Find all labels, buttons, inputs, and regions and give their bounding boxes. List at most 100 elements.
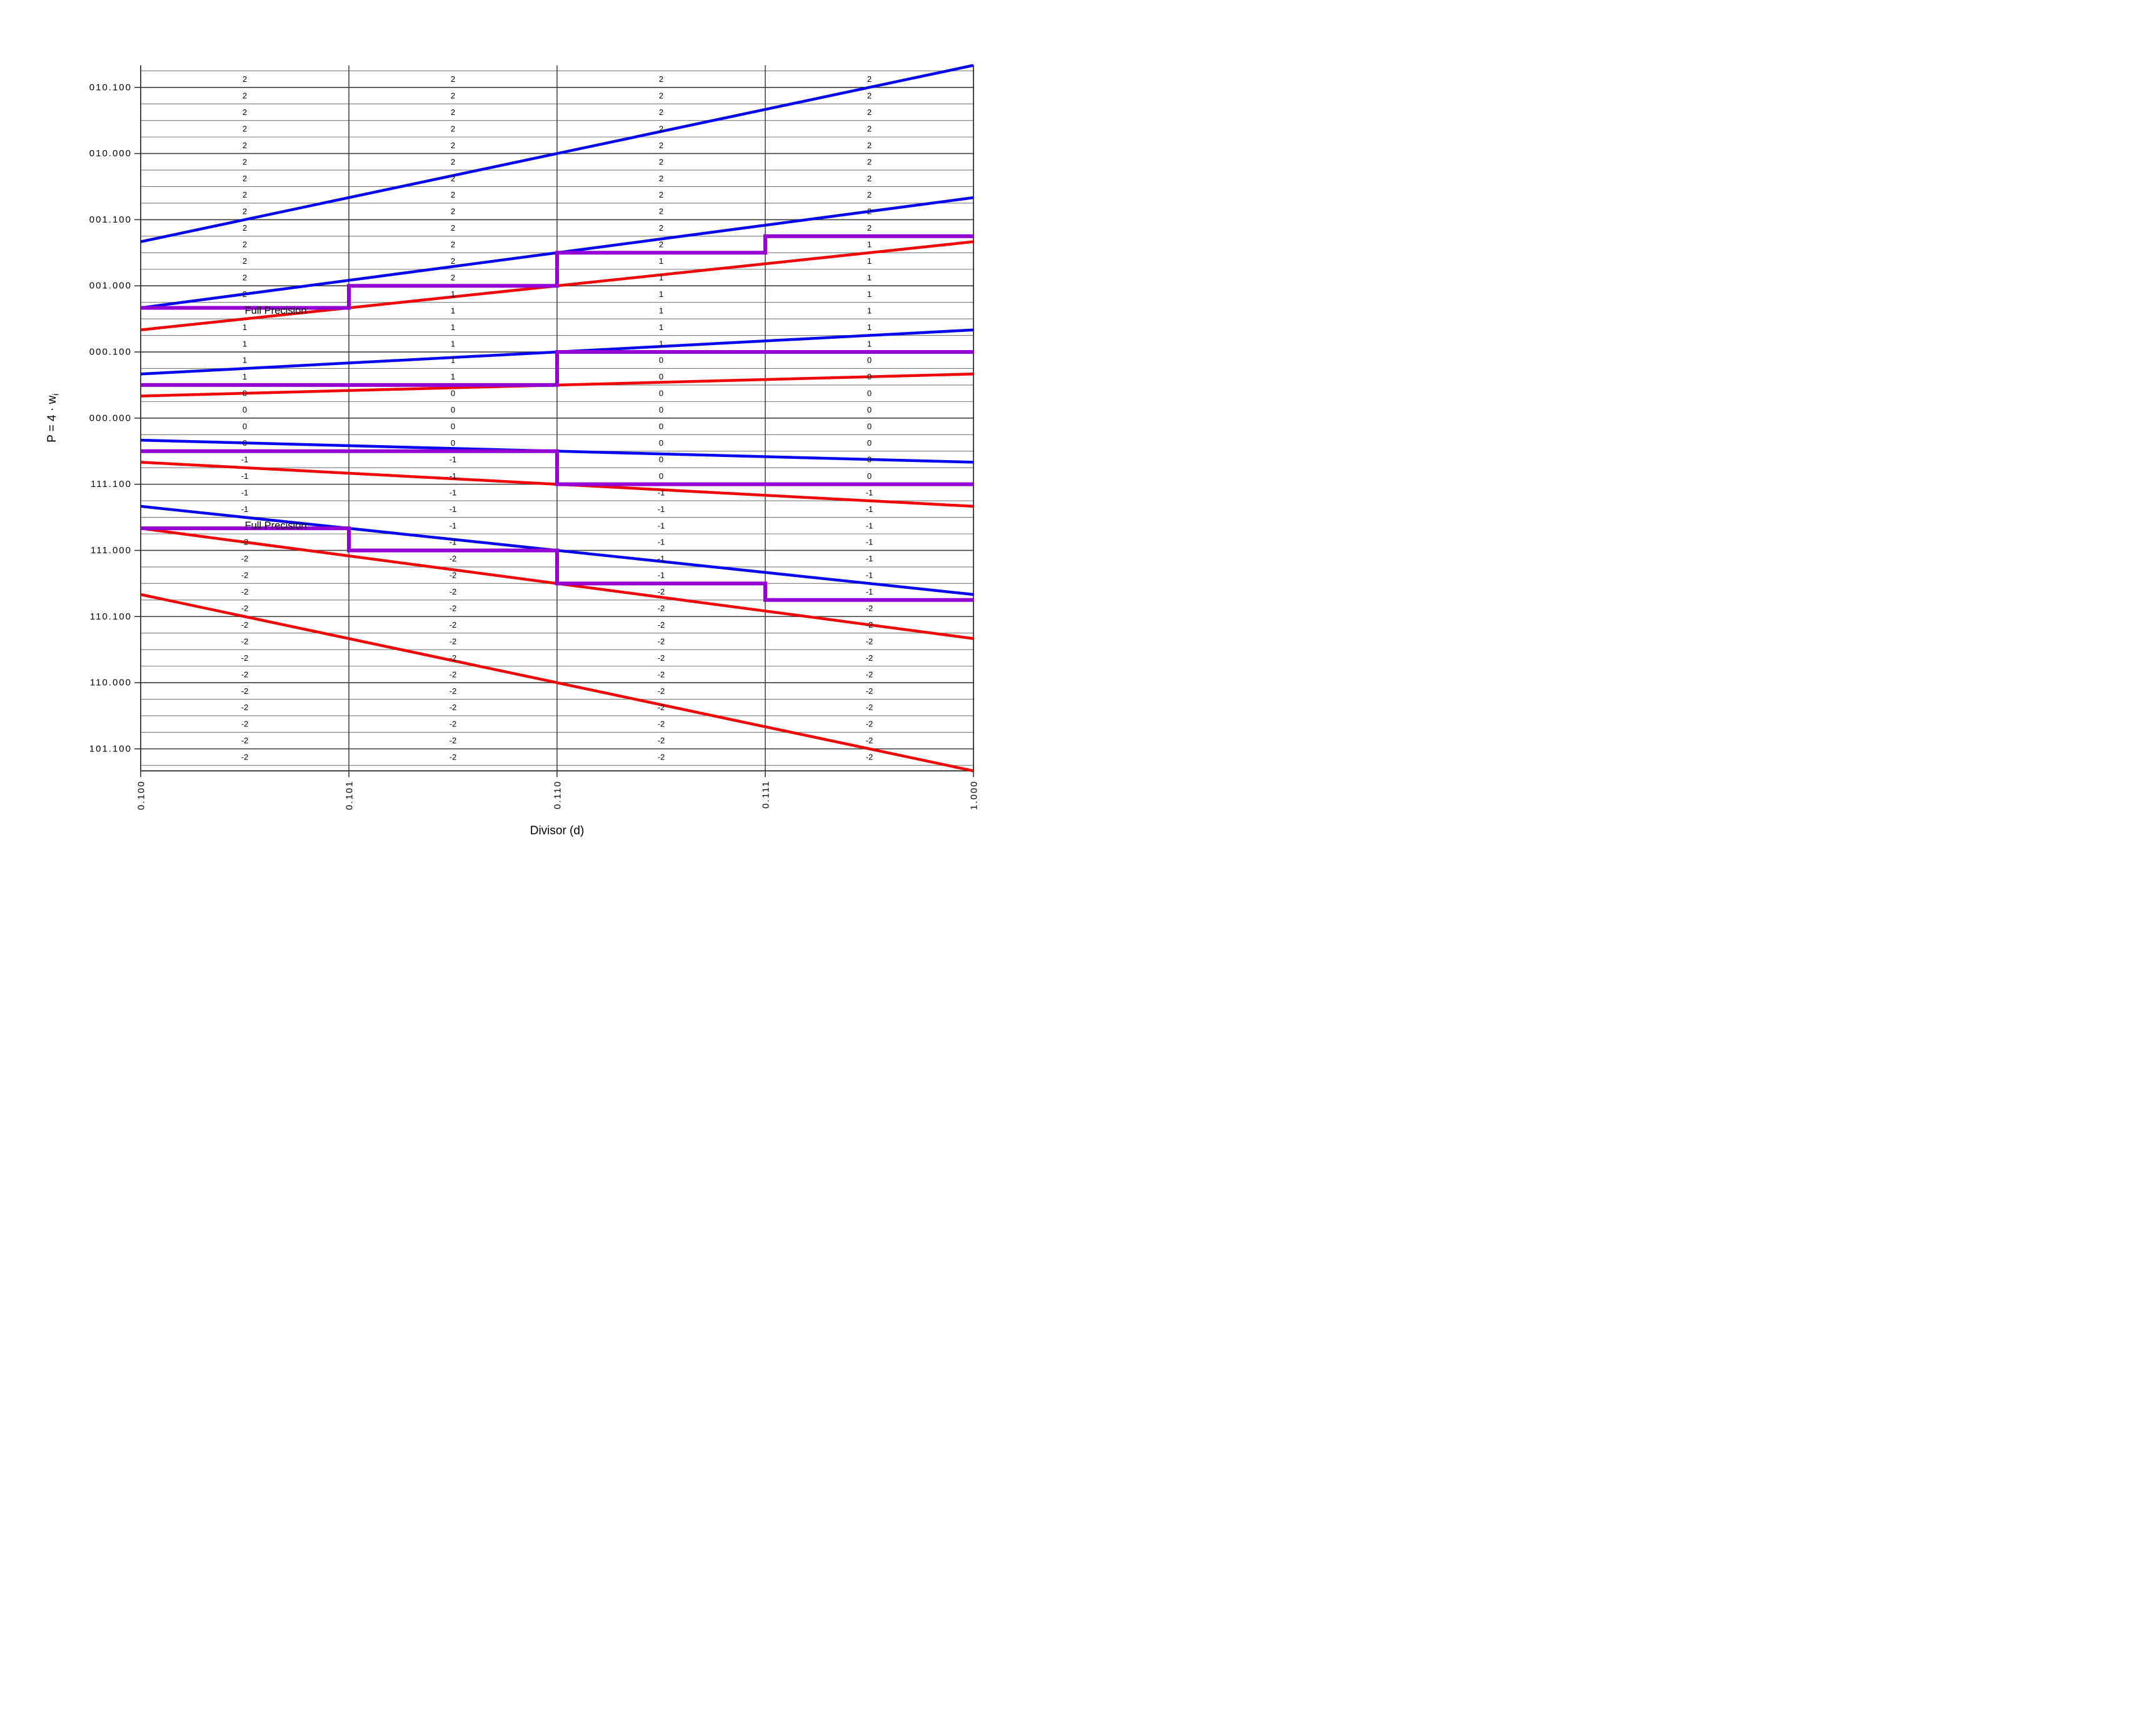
cell-digit: 0: [243, 422, 247, 431]
cell-digit: -1: [866, 538, 873, 547]
cell-digit: 0: [659, 389, 663, 398]
full-precision-annotation: Full Precision: [245, 520, 307, 531]
cell-digit: 0: [243, 438, 247, 448]
cell-digit: -2: [658, 686, 665, 696]
cell-digit: 0: [243, 389, 247, 398]
selection-staircase-0: [141, 234, 973, 310]
cell-digit: 0: [867, 471, 872, 481]
cell-digit: -2: [241, 604, 249, 613]
y-tick-label: 111.000: [91, 545, 132, 556]
cell-digit: -2: [866, 686, 873, 696]
cell-digit: 1: [659, 339, 663, 348]
cell-digit: -2: [658, 720, 665, 729]
cell-digit: 2: [451, 240, 455, 249]
y-tick-label: 001.000: [89, 281, 132, 291]
cell-digit: -2: [241, 753, 249, 762]
x-tick-label: 0.101: [344, 780, 355, 810]
cell-digit: 0: [867, 372, 872, 381]
cell-digit: -2: [241, 636, 249, 646]
cell-digit: -1: [658, 488, 665, 497]
cell-digit: 1: [451, 372, 455, 381]
cell-digit: 0: [867, 356, 872, 365]
cell-digit: 1: [867, 323, 872, 332]
cell-digit: 2: [451, 174, 455, 183]
cell-digit: 2: [867, 141, 872, 150]
cell-digit: 2: [451, 207, 455, 216]
cell-digit: -2: [866, 636, 873, 646]
cell-digit: 1: [451, 356, 455, 365]
cell-digit: -2: [866, 604, 873, 613]
cell-digit: 0: [867, 454, 872, 464]
cell-digit: -1: [658, 504, 665, 514]
cell-digit: 1: [243, 356, 247, 365]
cell-digit: 1: [659, 256, 663, 266]
cell-digit: -1: [866, 571, 873, 580]
cell-digit: -2: [658, 587, 665, 596]
cell-digit: -1: [866, 488, 873, 497]
cell-digit: -2: [658, 736, 665, 745]
cell-digit: 2: [243, 207, 247, 216]
cell-digit: 2: [243, 223, 247, 233]
cell-digit: -1: [866, 554, 873, 563]
cell-digit: 1: [243, 339, 247, 348]
cell-digit: 0: [867, 438, 872, 448]
tick-layer: 010.100010.000001.100001.000000.100000.0…: [89, 82, 980, 810]
cell-digit: -2: [450, 736, 457, 745]
cell-digit: 2: [867, 207, 872, 216]
cell-digit: -1: [241, 454, 249, 464]
cell-digit: -2: [450, 703, 457, 712]
cell-digit: -2: [658, 670, 665, 679]
cell-digit: 2: [867, 157, 872, 166]
cell-digit: -2: [866, 620, 873, 630]
cell-digit: -2: [658, 653, 665, 663]
x-tick-label: 0.110: [553, 780, 563, 809]
cell-digit: -1: [866, 587, 873, 596]
x-tick-label: 0.111: [761, 780, 772, 808]
cell-digit: -1: [241, 488, 249, 497]
cell-digit: 1: [451, 323, 455, 332]
cell-digit: 0: [659, 405, 663, 414]
cell-digit: -2: [241, 720, 249, 729]
cell-digit: 2: [243, 108, 247, 117]
upper-bound-line-0: [140, 64, 974, 243]
cell-digit: 2: [659, 207, 663, 216]
cell-digit: -2: [241, 670, 249, 679]
cell-digit: 2: [867, 91, 872, 100]
cell-digit: -1: [450, 538, 457, 547]
cell-digit: 2: [243, 124, 247, 133]
cell-digit: 2: [243, 141, 247, 150]
cell-digit: 2: [243, 74, 247, 84]
selection-staircase-1: [141, 350, 973, 387]
y-tick-label: 001.100: [89, 214, 132, 225]
cell-digit: 2: [451, 256, 455, 266]
cell-digit: -2: [658, 604, 665, 613]
cell-digit: -2: [241, 554, 249, 563]
cell-digit: -2: [241, 571, 249, 580]
cell-digit: 0: [659, 471, 663, 481]
cell-digit: -2: [866, 753, 873, 762]
cell-digit: -2: [658, 753, 665, 762]
cell-digit: -2: [866, 736, 873, 745]
cell-digit: -1: [658, 571, 665, 580]
cell-digit: -1: [658, 554, 665, 563]
cell-digit: -2: [450, 554, 457, 563]
cell-digit: 2: [659, 74, 663, 84]
cell-digit: 1: [867, 256, 872, 266]
cell-digit: -2: [241, 653, 249, 663]
cell-digit: 2: [659, 91, 663, 100]
cell-digit: -2: [450, 571, 457, 580]
cell-digit: 2: [243, 289, 247, 299]
cell-digit: -1: [658, 538, 665, 547]
cell-digit: 2: [243, 157, 247, 166]
cell-digit: 2: [659, 223, 663, 233]
cell-digit: 2: [243, 190, 247, 199]
cell-digit: -2: [866, 720, 873, 729]
cell-digit: 2: [451, 190, 455, 199]
cell-digit: -1: [241, 504, 249, 514]
cell-digit: 0: [659, 454, 663, 464]
cell-digit: 1: [243, 323, 247, 332]
cell-digit: 2: [659, 124, 663, 133]
cell-digit: -2: [866, 670, 873, 679]
cell-digit: 1: [659, 273, 663, 282]
cell-digit: 0: [659, 372, 663, 381]
